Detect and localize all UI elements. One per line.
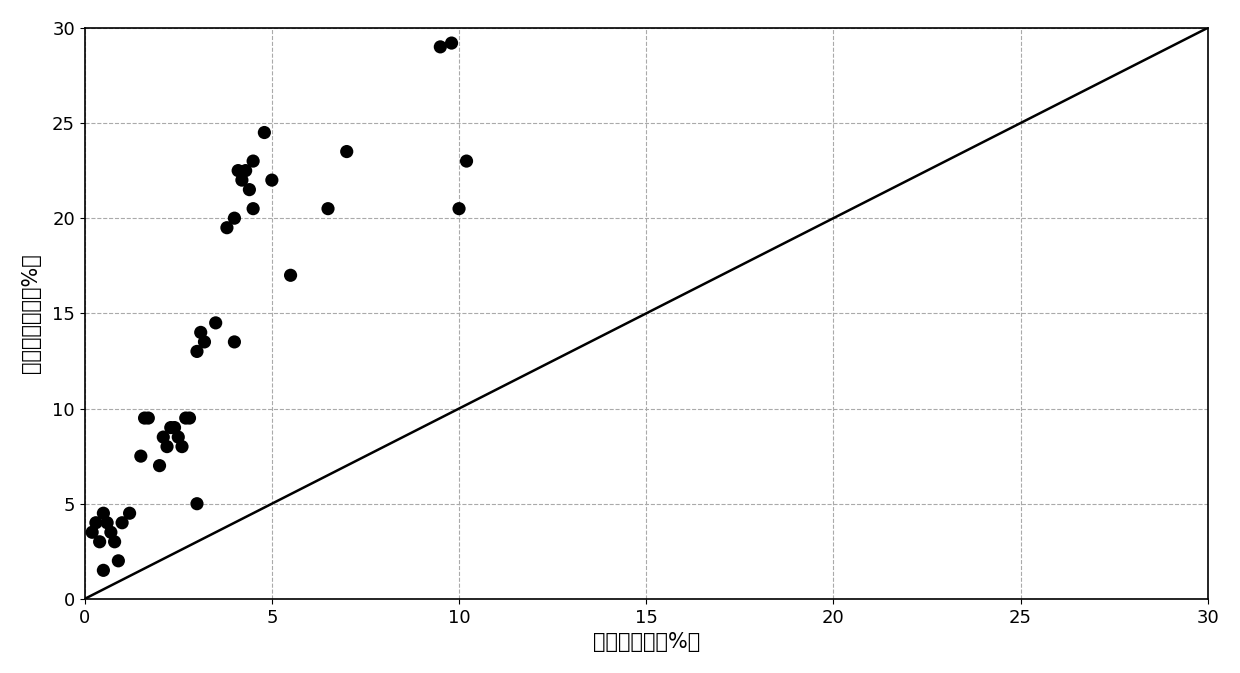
Point — [280, 270, 300, 281]
Point — [243, 203, 263, 214]
Point — [139, 413, 159, 423]
Point — [441, 38, 461, 48]
Point — [154, 431, 174, 442]
Point — [82, 527, 102, 538]
Point — [86, 518, 105, 528]
Point — [224, 213, 244, 223]
Point — [93, 508, 113, 519]
Point — [217, 222, 237, 233]
Point — [157, 441, 177, 452]
Point — [169, 431, 188, 442]
Point — [456, 155, 476, 166]
Point — [104, 536, 124, 547]
Point — [195, 336, 215, 347]
Point — [150, 460, 170, 471]
Point — [224, 336, 244, 347]
Point — [191, 327, 211, 338]
Point — [97, 518, 117, 528]
Point — [232, 175, 252, 186]
Point — [180, 413, 200, 423]
Point — [112, 518, 131, 528]
Point — [430, 42, 450, 52]
Point — [243, 155, 263, 166]
Point — [176, 413, 196, 423]
Point — [337, 146, 357, 157]
Point — [135, 413, 155, 423]
Point — [120, 508, 140, 519]
Point — [319, 203, 339, 214]
Point — [108, 555, 128, 566]
Point — [89, 536, 109, 547]
Point — [236, 165, 255, 176]
Point — [449, 203, 469, 214]
Point — [228, 165, 248, 176]
Y-axis label: 校正前孔隙度（%）: 校正前孔隙度（%） — [21, 254, 41, 374]
Point — [187, 498, 207, 509]
Point — [187, 346, 207, 357]
Point — [172, 441, 192, 452]
Point — [161, 422, 181, 433]
Point — [131, 451, 151, 462]
Point — [100, 527, 120, 538]
Point — [254, 127, 274, 138]
Point — [239, 184, 259, 195]
X-axis label: 分析孔隙度（%）: 分析孔隙度（%） — [593, 632, 699, 652]
Point — [206, 318, 226, 328]
Point — [262, 175, 281, 186]
Point — [93, 565, 113, 575]
Point — [165, 422, 185, 433]
